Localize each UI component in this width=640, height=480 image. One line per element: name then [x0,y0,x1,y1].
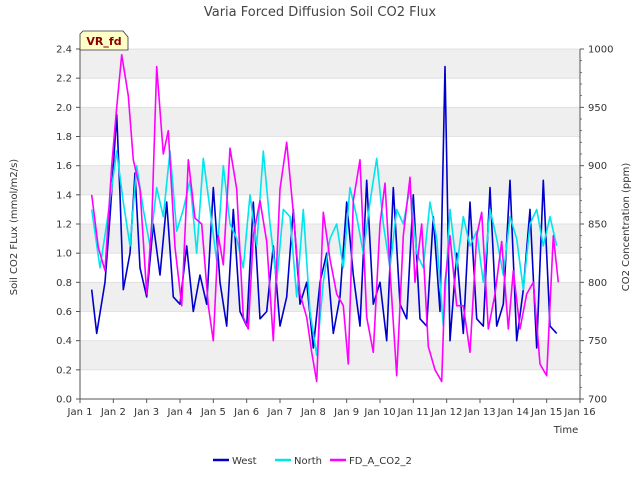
legend-label-2: North [294,456,322,467]
grid-band [80,107,580,137]
y-left-tick-label: 1.6 [56,161,72,172]
x-tick-label: Jan 11 [397,407,429,418]
x-tick-label: Jan 1 [67,407,93,418]
y-left-tick-label: 0.0 [56,395,72,406]
y-left-tick-label: 1.0 [56,249,72,260]
gridlines [80,48,580,400]
grid-band [80,49,580,79]
site-badge-shape [79,30,129,51]
x-tick-label: Jan 8 [300,407,326,418]
x-tick-label: Jan 2 [100,407,126,418]
grid-band [80,369,580,399]
x-tick-label: Jan 10 [363,407,395,418]
y-left-tick-label: 0.6 [56,307,72,318]
x-tick-label: Jan 12 [430,407,462,418]
x-tick-label: Jan 16 [563,407,595,418]
x-tick-label: Jan 4 [167,407,193,418]
y-left-tick-label: 1.2 [56,220,72,231]
x-tick-label: Jan 15 [530,407,562,418]
legend-label-1: West [232,456,257,467]
legend-label-3: FD_A_CO2_2 [349,456,412,467]
y-right-tick-label: 1000 [588,45,613,56]
series-line-2 [90,150,558,357]
series-line-3 [90,53,560,383]
site-badge: VR_fd [79,30,129,51]
grid-band [80,340,580,370]
y-left-tick-label: 0.8 [56,278,72,289]
x-tick-label: Jan 3 [133,407,159,418]
y-left-tick-label: 0.4 [56,336,72,347]
y-left-tick-label: 2.4 [56,45,72,56]
y-left-tick-label: 0.2 [56,365,72,376]
x-tick-label: Jan 13 [463,407,495,418]
y-right-tick-label: 700 [588,395,607,406]
y-left-tick-label: 2.0 [56,103,72,114]
grid-band [80,78,580,108]
x-tick-label: Jan 7 [267,407,293,418]
x-axis-label: Time [553,425,578,436]
y-left-tick-label: 1.4 [56,190,72,201]
y-right-tick-label: 850 [588,220,607,231]
grid-band [80,311,580,341]
y-right-tick-label: 900 [588,161,607,172]
site-badge-label: VR_fd [86,35,121,48]
chart-title: Varia Forced Diffusion Soil CO2 Flux [204,5,437,20]
y-axis-left-label: Soil CO2 FLux (mmol/m2/s) [9,159,20,296]
y-axis-right-label: CO2 Concentration (ppm) [621,163,632,292]
y-left-tick-label: 1.8 [56,132,72,143]
x-tick-label: Jan 9 [333,407,359,418]
y-right-tick-label: 750 [588,336,607,347]
series-layer [90,53,560,383]
grid-band [80,165,580,195]
y-right-tick-label: 800 [588,278,607,289]
y-left-tick-label: 2.2 [56,74,72,85]
x-tick-label: Jan 6 [233,407,259,418]
axes: 0.0 0.2 0.4 0.6 0.8 1.0 1.2 1.4 1.6 1.8 2.0 2.2 2.4 7… [56,45,613,419]
x-tick-label: Jan 5 [200,407,226,418]
x-tick-label: Jan 14 [497,407,529,418]
y-right-tick-label: 950 [588,103,607,114]
legend: West North FD_A_CO2_2 [213,456,412,467]
